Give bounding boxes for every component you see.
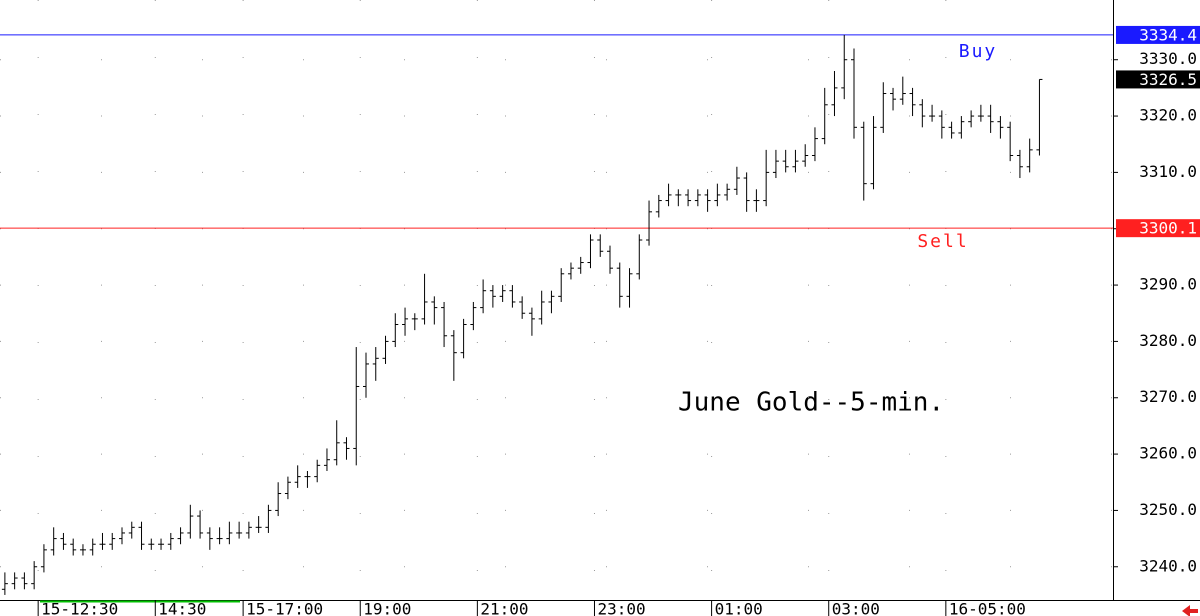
y-tick-label: 3270.0	[1139, 387, 1197, 406]
last-price-label: 3326.5	[1139, 70, 1197, 89]
x-tick-label: 01:00	[715, 600, 763, 616]
line-label: Sell	[917, 231, 968, 252]
y-tick-label: 3290.0	[1139, 275, 1197, 294]
price-box-label: 3334.4	[1139, 25, 1197, 44]
price-box	[1116, 219, 1200, 238]
y-tick-label: 3240.0	[1139, 556, 1197, 575]
x-tick-label: 15-17:00	[246, 600, 323, 616]
y-tick-label: 3280.0	[1139, 331, 1197, 350]
y-tick-label: 3260.0	[1139, 444, 1197, 463]
line-label: Buy	[959, 41, 998, 62]
x-tick-label: 23:00	[597, 600, 645, 616]
y-tick-label: 3330.0	[1139, 49, 1197, 68]
x-tick-label: 21:00	[480, 600, 528, 616]
y-tick-label: 3250.0	[1139, 500, 1197, 519]
scroll-arrow	[1182, 605, 1198, 616]
x-tick-label: 03:00	[832, 600, 880, 616]
last-price-box	[1116, 70, 1200, 89]
y-tick-label: 3310.0	[1139, 162, 1197, 181]
price-box-label: 3300.1	[1139, 219, 1197, 238]
chart-title: June Gold--5-min.	[678, 388, 944, 418]
x-tick-label: 14:30	[158, 600, 206, 616]
price-box	[1116, 25, 1200, 44]
x-tick-label: 19:00	[363, 600, 411, 616]
y-tick-label: 3320.0	[1139, 106, 1197, 125]
x-tick-label: 15-12:30	[41, 600, 118, 616]
x-tick-label: 16-05:00	[949, 600, 1026, 616]
